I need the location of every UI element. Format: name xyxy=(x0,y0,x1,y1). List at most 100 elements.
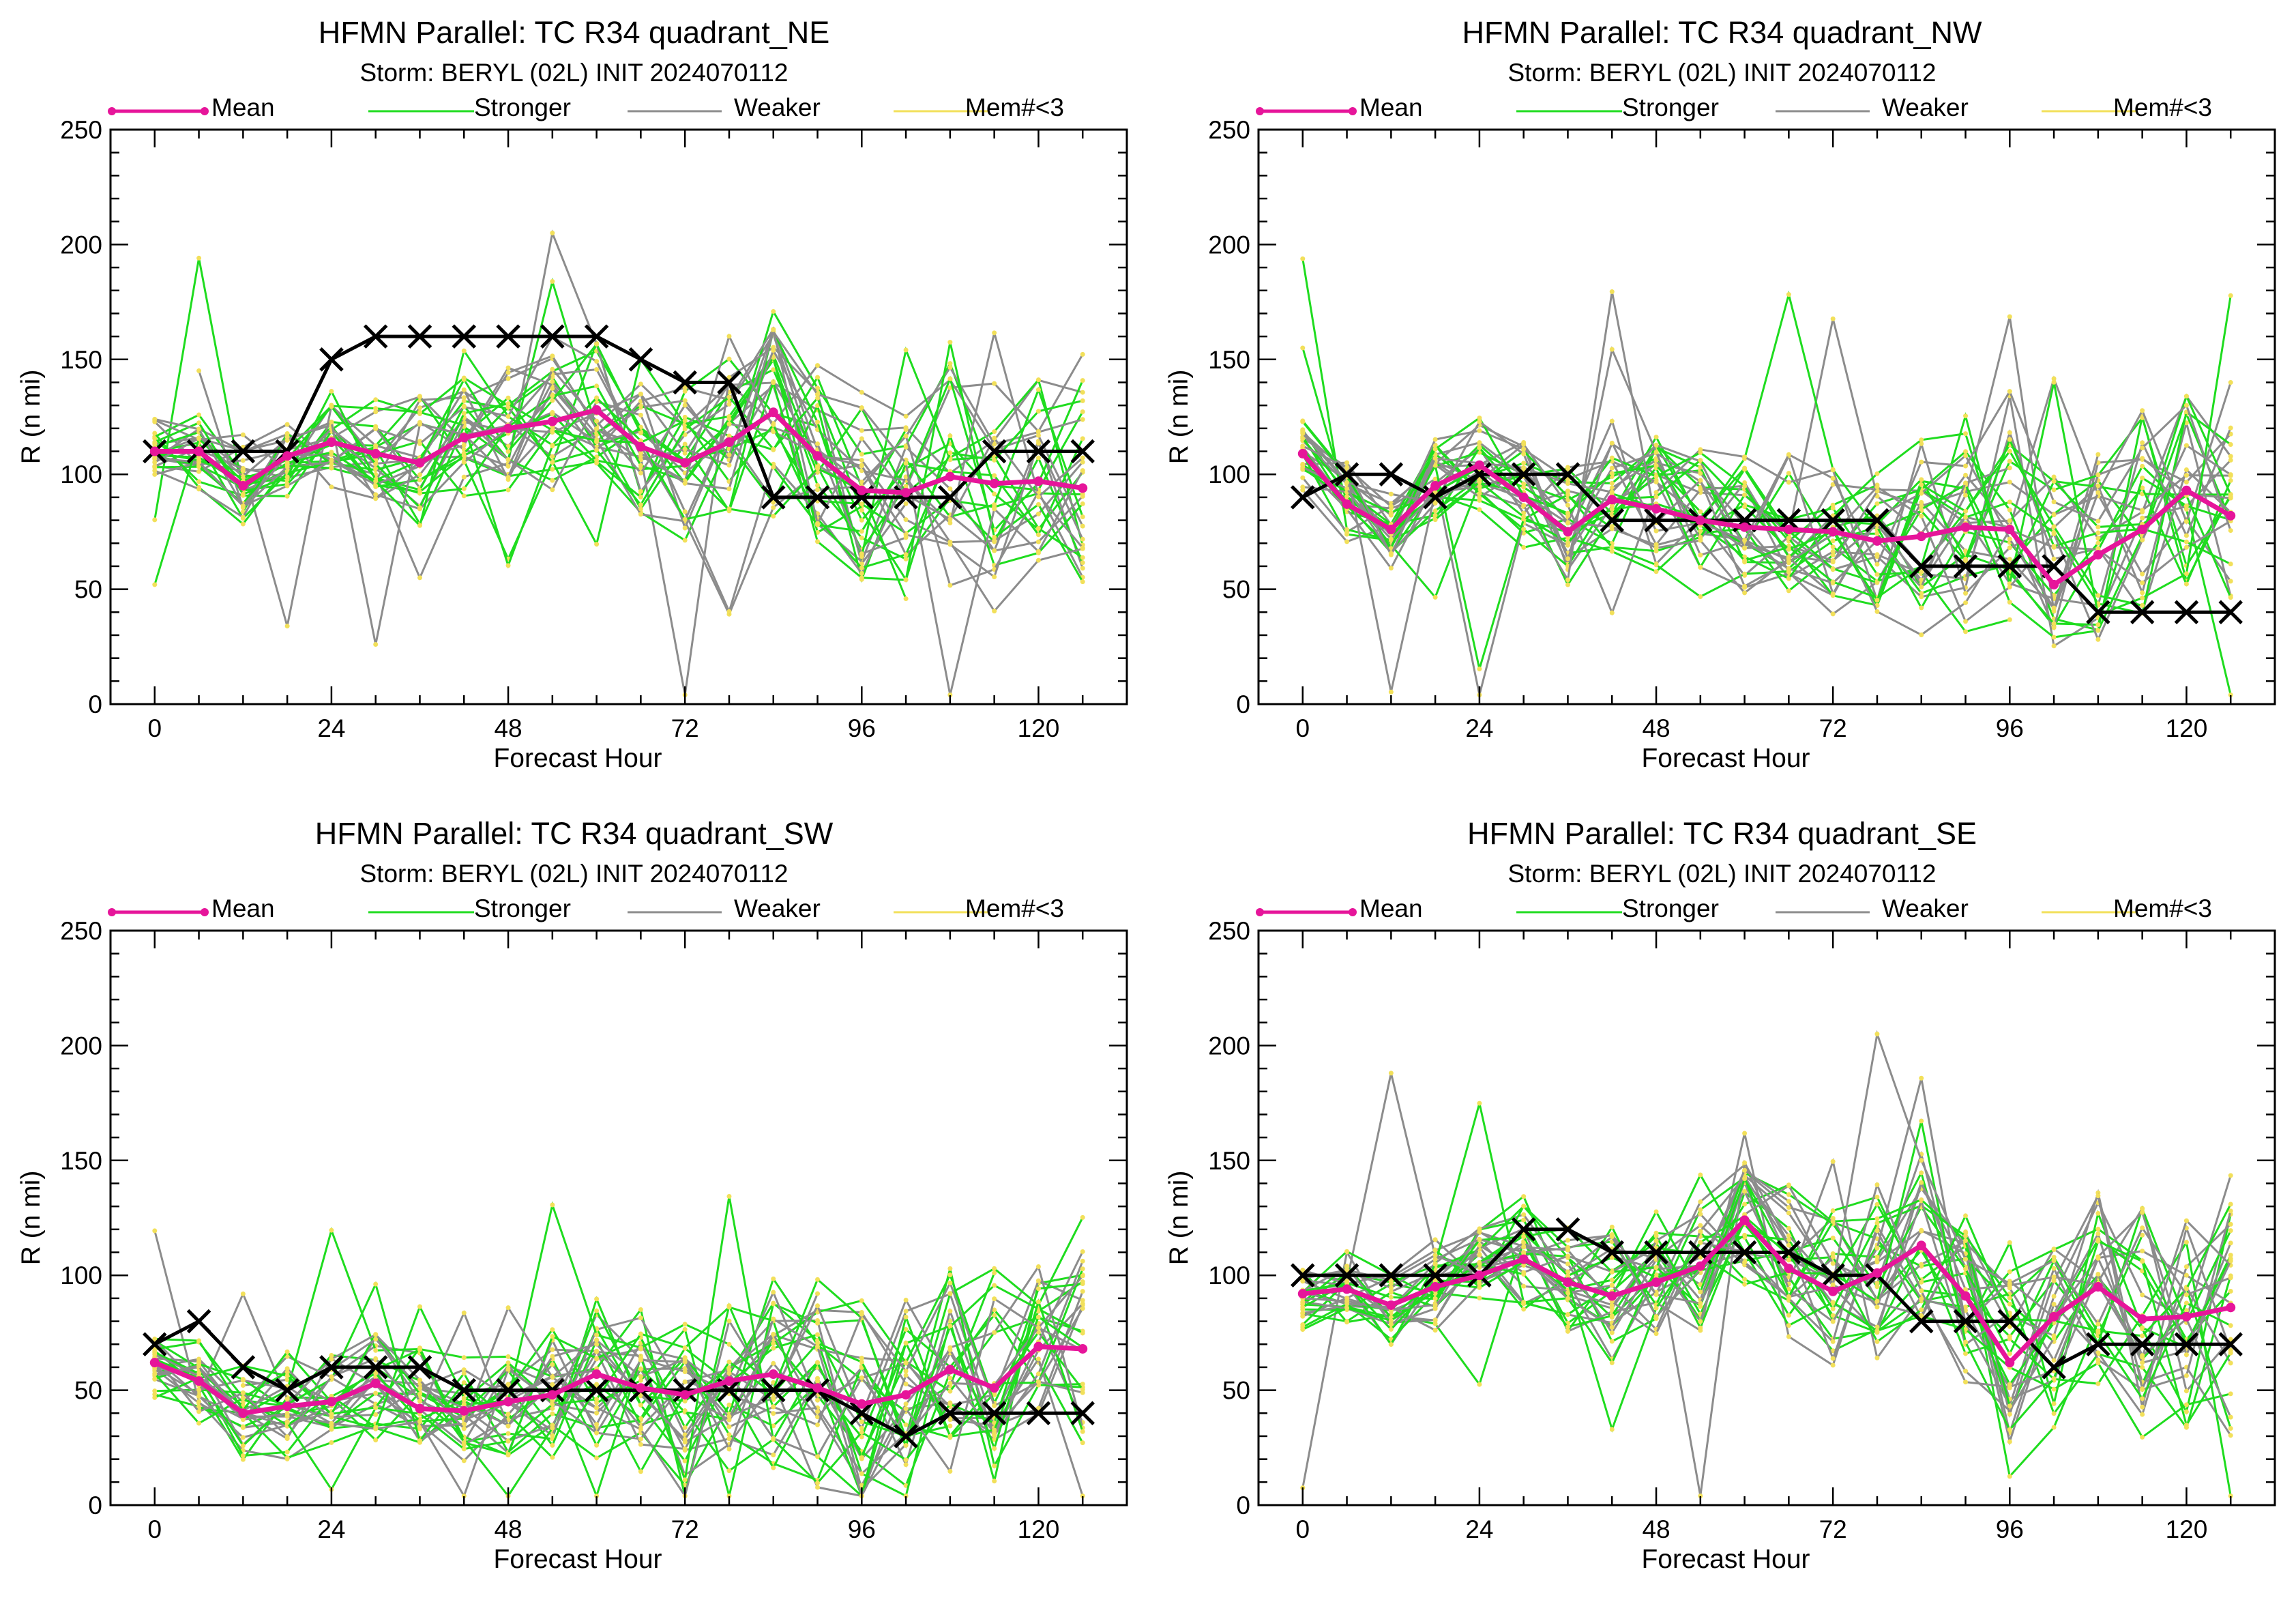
member-point xyxy=(771,1436,776,1441)
x-tick-label: 96 xyxy=(848,714,876,742)
member-point xyxy=(1080,1494,1085,1499)
member-point xyxy=(196,420,202,426)
member-point xyxy=(1035,1314,1041,1320)
member-point xyxy=(992,1270,997,1276)
member-point xyxy=(1388,1285,1394,1291)
member-point xyxy=(1742,538,1748,543)
legend-dot xyxy=(1349,107,1357,115)
observed-marker xyxy=(982,1401,1007,1426)
member-point xyxy=(1963,1351,1969,1356)
member-point xyxy=(240,1424,246,1429)
member-point xyxy=(240,432,246,437)
member-point xyxy=(2140,508,2145,513)
member-point xyxy=(947,516,953,522)
member-point xyxy=(771,1301,776,1307)
member-point xyxy=(461,1310,467,1315)
member-point xyxy=(329,484,334,490)
member-point xyxy=(638,489,643,494)
member-point xyxy=(2051,487,2057,493)
member-point xyxy=(1080,546,1085,551)
member-point xyxy=(638,412,643,418)
member-point xyxy=(682,1477,688,1483)
member-point xyxy=(1344,486,1350,491)
member-point xyxy=(1830,482,1836,487)
stronger-member-line xyxy=(241,355,907,534)
mean-point xyxy=(2049,1311,2059,1322)
member-point xyxy=(815,466,821,471)
member-point xyxy=(1919,1262,1924,1267)
y-tick-label: 250 xyxy=(60,917,102,945)
mean-point xyxy=(1563,1277,1573,1287)
member-point xyxy=(1035,433,1041,438)
mean-point xyxy=(812,1383,823,1393)
member-point xyxy=(2007,518,2012,523)
chart-svg: 0 50 100 150 200 250 0 24 48 72 96 120 Forecast Hour… xyxy=(1164,917,2276,1574)
mean-point xyxy=(1784,525,1794,535)
member-point xyxy=(992,574,997,580)
member-point xyxy=(1432,500,1438,506)
member-point xyxy=(2228,1323,2233,1328)
member-point xyxy=(1698,1240,1703,1245)
member-point xyxy=(1742,1202,1748,1207)
member-point xyxy=(1963,480,1969,486)
member-point xyxy=(1919,1180,1924,1185)
member-point xyxy=(947,1468,953,1474)
member-point xyxy=(1963,556,1969,562)
member-point xyxy=(1698,1207,1703,1212)
member-point xyxy=(903,1297,909,1302)
member-point xyxy=(329,1412,334,1417)
chart-svg: 0 50 100 150 200 250 0 24 48 72 96 120 Forecast Hour… xyxy=(1164,116,2276,773)
legend-item-weaker: Weaker xyxy=(628,93,857,125)
member-point xyxy=(682,538,688,543)
observed-marker xyxy=(849,1401,874,1426)
member-point xyxy=(550,1433,555,1438)
weaker-member-line xyxy=(1302,1150,2232,1358)
member-point xyxy=(373,426,379,432)
member-point xyxy=(859,452,864,457)
mean-point xyxy=(2181,485,2192,495)
legend-swatch xyxy=(368,911,474,914)
member-point xyxy=(152,465,158,470)
member-point xyxy=(815,1344,821,1350)
y-tick-label: 0 xyxy=(88,1491,102,1519)
member-point xyxy=(1388,1071,1394,1076)
member-point xyxy=(240,504,246,509)
member-point xyxy=(1742,480,1748,485)
member-point xyxy=(2140,1333,2145,1339)
legend-label: Stronger xyxy=(1622,894,1719,922)
member-point xyxy=(2095,1272,2101,1277)
member-point xyxy=(903,1401,909,1407)
chart-title: HFMN Parallel: TC R34 quadrant_NE xyxy=(318,15,830,50)
member-point xyxy=(1477,1236,1482,1242)
member-point xyxy=(594,1422,600,1427)
y-tick-label: 200 xyxy=(60,1032,102,1060)
legend-item-mean: Mean xyxy=(108,894,334,926)
observed-marker xyxy=(1070,439,1095,464)
member-point xyxy=(417,1347,422,1352)
member-point xyxy=(2228,492,2233,497)
member-point xyxy=(2140,476,2145,481)
member-point xyxy=(903,1368,909,1373)
member-point xyxy=(859,436,864,441)
member-point xyxy=(1609,485,1615,491)
member-point xyxy=(1698,528,1703,534)
member-point xyxy=(1742,467,1748,472)
legend-item-mem_lt3: Mem#<3 xyxy=(2042,894,2236,926)
member-point xyxy=(1080,1289,1085,1294)
chart-title: HFMN Parallel: TC R34 quadrant_NW xyxy=(1462,15,1982,50)
member-point xyxy=(1432,1296,1438,1302)
member-point xyxy=(2007,430,2012,435)
member-point xyxy=(1035,511,1041,516)
member-point xyxy=(903,1326,909,1332)
member-point xyxy=(505,563,511,568)
member-point xyxy=(2228,457,2233,463)
member-point xyxy=(240,1457,246,1462)
member-point xyxy=(461,1494,467,1499)
member-point xyxy=(1344,1268,1350,1273)
member-point xyxy=(2183,443,2189,448)
member-point xyxy=(196,1399,202,1404)
member-point xyxy=(373,409,379,415)
member-point xyxy=(284,434,290,439)
mean-point xyxy=(547,416,557,426)
member-point xyxy=(1388,1326,1394,1332)
